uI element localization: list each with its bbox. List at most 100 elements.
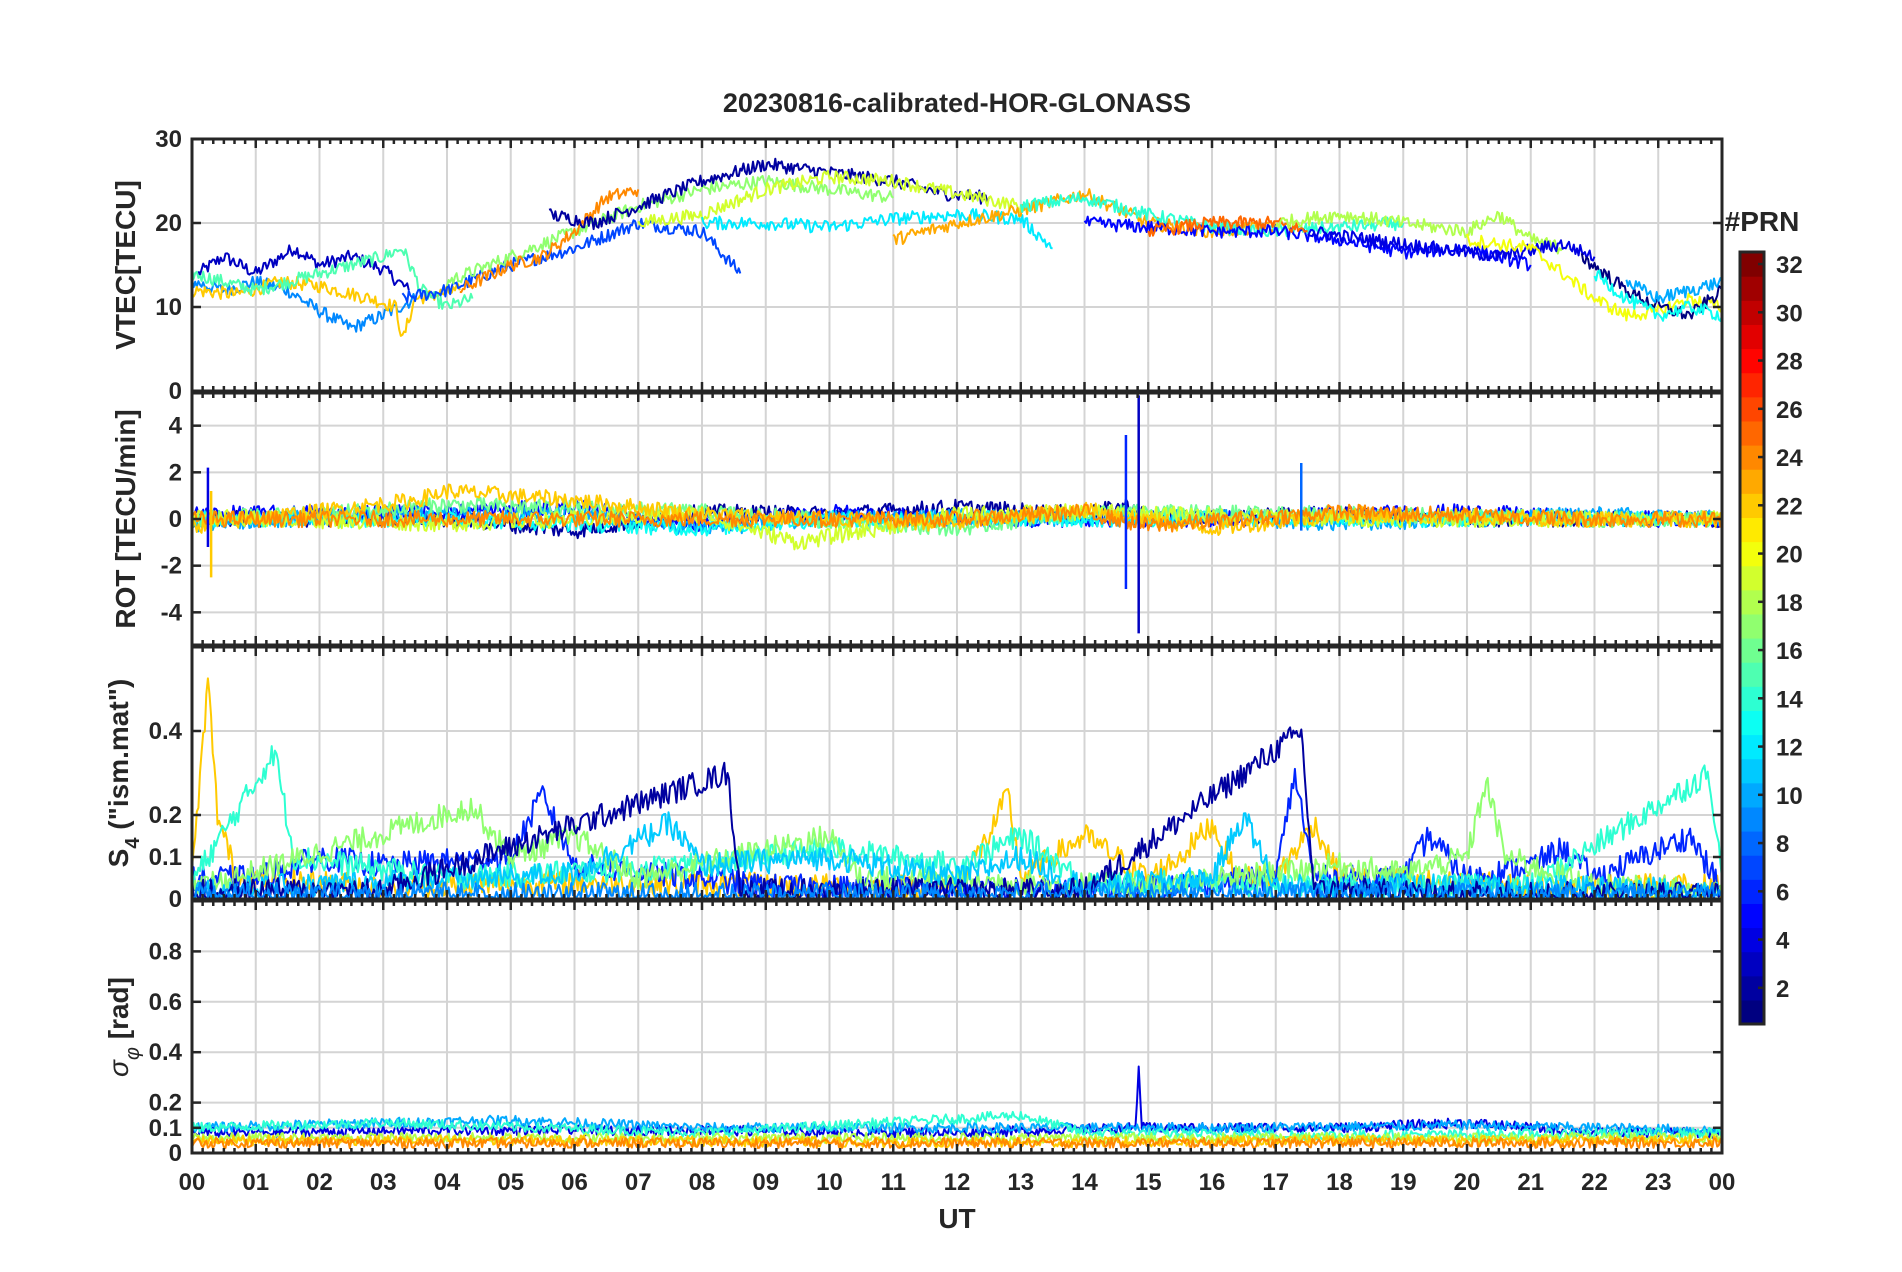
sigma-phi-panel: 00.10.2 0.4 0.6 0.8 [149,899,1724,1167]
colorbar-swatch [1740,324,1764,350]
x-tick-label: 15 [1135,1169,1162,1196]
x-tick-label: 03 [370,1169,397,1196]
colorbar-swatch [1740,806,1764,832]
colorbar-swatch [1740,613,1764,639]
vtec-series-prn-10 [1625,277,1723,304]
x-tick-label: 02 [306,1169,333,1196]
vtec-series-prn-13 [1593,269,1723,322]
sigma_phi-y-tick-label: 0.1 [149,1115,182,1142]
rot-y-tick-label: 4 [169,413,183,440]
rot-y-tick-label: -4 [161,599,183,626]
sigma_phi-y-tick-label: 0.2 [149,1090,182,1117]
x-tick-label: 05 [497,1169,524,1196]
colorbar-swatch [1740,662,1764,687]
vtec-series-prn-18 [1274,210,1564,255]
x-tick-label: 22 [1581,1169,1608,1196]
vtec-y-tick-label: 30 [155,126,182,153]
vtec-series-prn-23 [892,188,1277,246]
colorbar-tick-label: 6 [1776,879,1789,906]
vtec-series-prn-5 [1083,215,1532,272]
x-tick-label: 13 [1007,1169,1034,1196]
sigma_phi-series-prn-14 [191,1110,1723,1141]
colorbar-swatch [1740,372,1764,398]
colorbar-tick-label: 12 [1776,735,1803,762]
colorbar-tick-label: 24 [1776,445,1803,472]
colorbar-tick-label: 10 [1776,783,1803,810]
x-tick-label: 04 [434,1169,461,1196]
colorbar-swatch [1740,565,1764,591]
rot-y-tick-label: -2 [161,553,182,580]
rot-y-tick-label: 2 [169,459,182,486]
vtec-y-tick-label: 10 [155,294,182,321]
x-tick-label: 21 [1517,1169,1544,1196]
vtec-series-prn-4 [1306,226,1596,262]
x-tick-label: 18 [1326,1169,1353,1196]
x-tick-label: 00 [1709,1169,1736,1196]
colorbar-swatch [1740,420,1764,446]
rot-series-group [191,395,1723,634]
sigma_phi-y-tick-label: 0.4 [149,1039,183,1066]
s4-series-prn-11 [191,811,1723,899]
colorbar-tick-label: 16 [1776,638,1803,665]
s4-y-tick-label: 0.2 [149,802,182,829]
sigma_phi-series-prn-10 [191,1114,1723,1136]
vtec-y-tick-label: 0 [169,378,182,405]
x-tick-label: 00 [179,1169,206,1196]
s4-panel: 0 0.1 0.2 0.4 [149,645,1724,913]
x-tick-label: 10 [816,1169,843,1196]
x-tick-label: 19 [1390,1169,1417,1196]
x-tick-label: 11 [881,1169,906,1196]
colorbar-tick-label: 2 [1776,976,1789,1003]
sigma-phi-ylabel: σφ [rad] [103,977,144,1077]
colorbar-label: #PRN [1725,206,1800,237]
colorbar-swatch [1740,758,1764,784]
colorbar-swatch [1740,855,1764,880]
colorbar-tick-label: 28 [1776,349,1803,376]
x-tick-label: 09 [752,1169,779,1196]
sigma_phi-y-tick-label: 0.6 [149,989,182,1016]
vtec-panel: 0 10 20 30 [155,126,1724,405]
x-tick-label: 07 [625,1169,652,1196]
colorbar-tick-label: 8 [1776,831,1789,858]
colorbar-swatch [1740,276,1764,301]
vtec-series-prn-2 [548,157,990,231]
vtec-series-prn-9 [191,275,417,333]
vtec-series-prn-15 [191,248,474,310]
vtec-series-prn-20 [1466,233,1723,322]
vtec-series-prn-3 [197,244,410,291]
rot-y-tick-label: 0 [169,506,182,533]
colorbar-swatch [1740,951,1764,977]
x-tick-label: 12 [944,1169,971,1196]
colorbar-frame [1738,250,1766,1026]
colorbar-tick-label: 14 [1776,686,1803,713]
vtec-series-prn-7 [401,217,742,304]
s4-y-tick-label: 0.4 [149,718,183,745]
x-tick-label: 20 [1454,1169,1481,1196]
rot-series-prn-24 [191,503,1723,533]
x-tick-label: 06 [561,1169,588,1196]
rot-ylabel: ROT [TECU/min] [110,409,141,628]
vtec-series-prn-24 [459,187,640,294]
colorbar-tick-label: 22 [1776,493,1803,520]
x-tick-label: 14 [1071,1169,1098,1196]
sigma_phi-y-tick-label: 0 [169,1140,182,1167]
x-tick-labels: 00 01 02 03 04 05 06 07 08 09 10 11 12 13 14 15 16 17 18 19… [179,1169,1736,1196]
colorbar-swatch [1740,710,1764,736]
x-tick-label: 16 [1199,1169,1226,1196]
x-tick-label: 23 [1645,1169,1672,1196]
colorbar-tick-label: 30 [1776,300,1803,327]
sigma_phi-y-tick-label: 0.8 [149,938,182,965]
colorbar-tick-label: 32 [1776,252,1803,279]
x-tick-label: 17 [1262,1169,1289,1196]
colorbar-tick-label: 26 [1776,397,1803,424]
rot-series-prn-22 [191,483,1723,536]
s4-ylabel: S4 ("ism.mat") [103,679,144,868]
x-tick-label: 01 [242,1169,269,1196]
colorbar-swatch [1740,999,1764,1025]
colorbar-tick-label: 18 [1776,590,1803,617]
colorbar-swatch [1740,903,1764,929]
figure-title: 20230816-calibrated-HOR-GLONASS [723,88,1191,118]
colorbar-swatch [1740,469,1764,494]
s4-y-tick-label: 0 [169,886,182,913]
